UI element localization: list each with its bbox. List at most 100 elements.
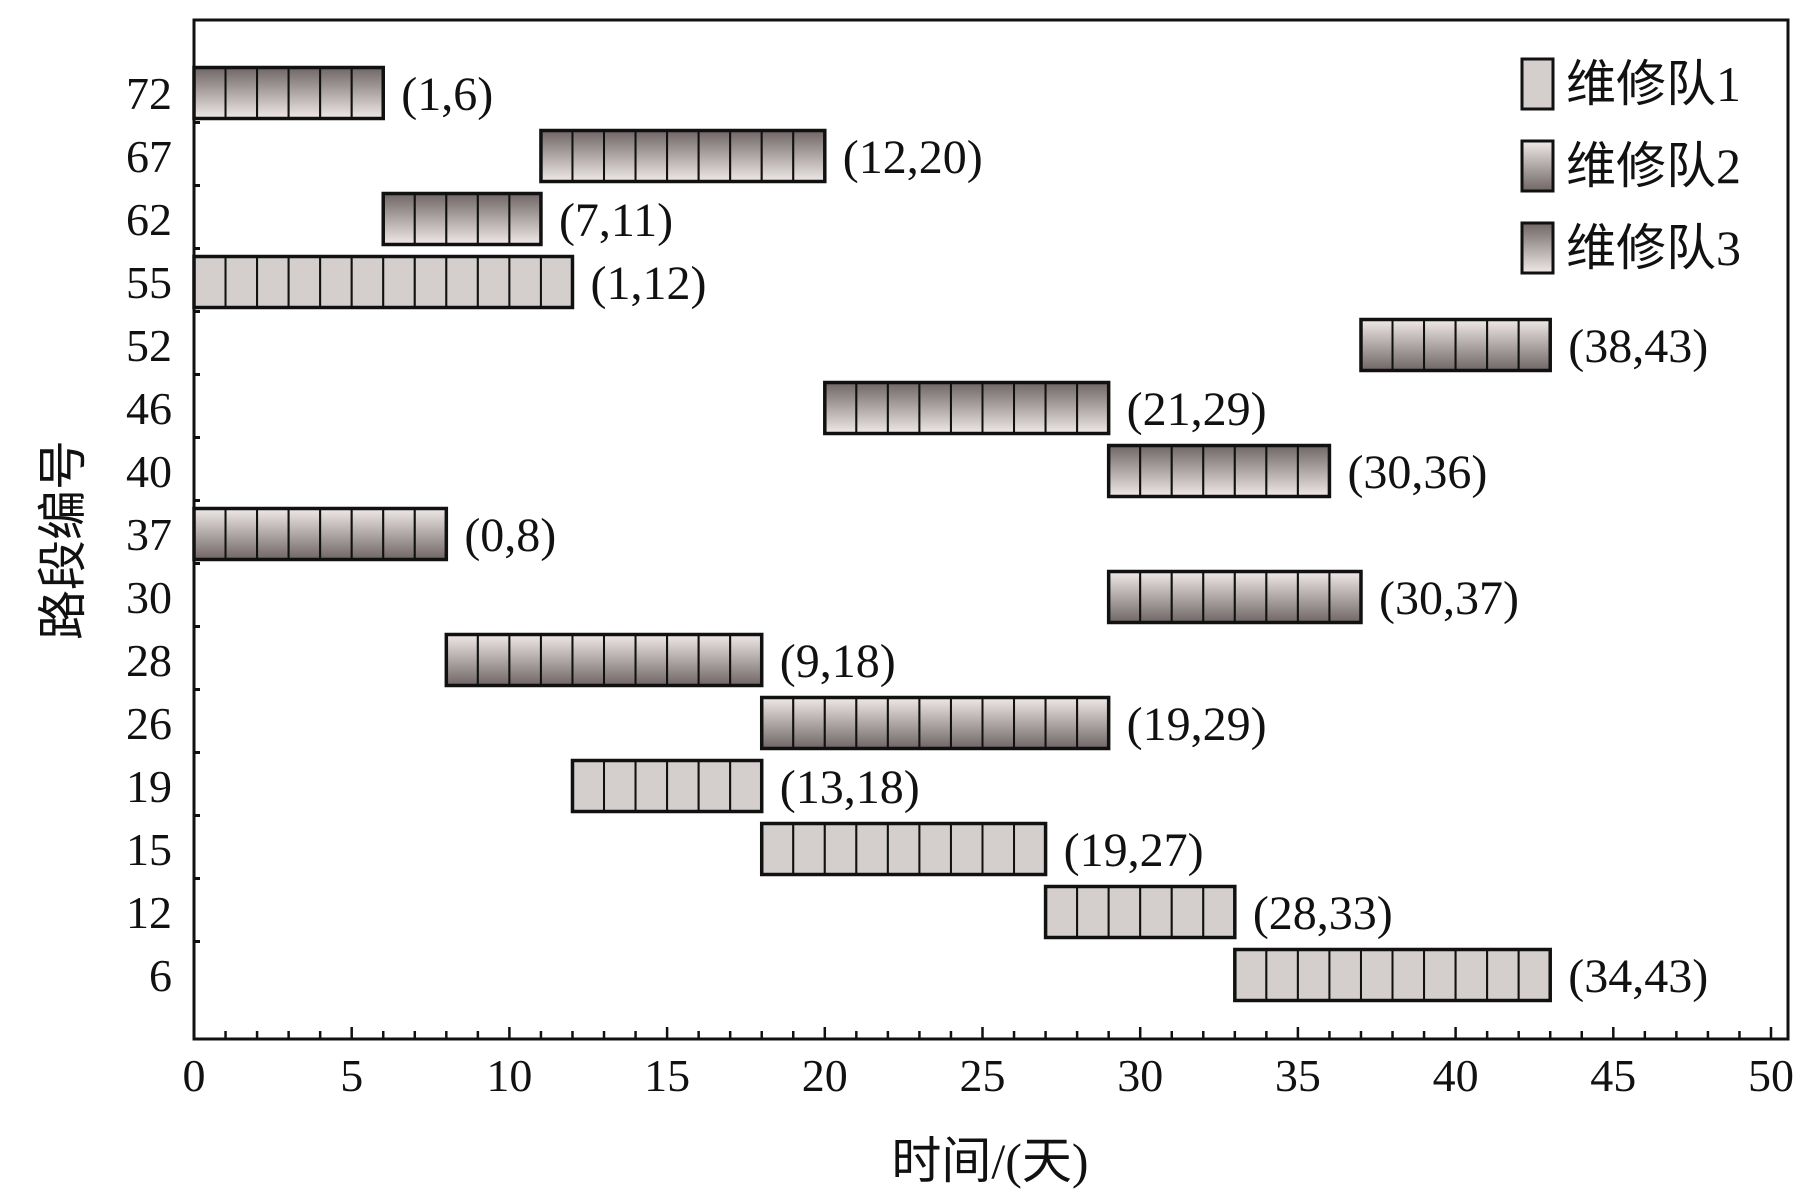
task-day-cell bbox=[1359, 318, 1394, 372]
task-day-cell bbox=[413, 192, 448, 246]
task-day-cell bbox=[949, 696, 984, 750]
task-day-cell bbox=[1296, 948, 1331, 1002]
task-day-cell bbox=[193, 255, 227, 309]
task-day-cell bbox=[1233, 444, 1268, 498]
task-day-cell bbox=[1359, 948, 1394, 1002]
task-label: (0,8) bbox=[464, 509, 556, 562]
task-label: (1,12) bbox=[590, 257, 706, 310]
task-bar-outline bbox=[444, 632, 764, 688]
task-day-cell bbox=[382, 507, 416, 561]
task-day-cell bbox=[1202, 570, 1236, 624]
task-bar-62: (7,11) bbox=[381, 191, 673, 247]
y-tick-label: 28 bbox=[126, 635, 172, 686]
y-tick-label: 12 bbox=[126, 887, 172, 938]
task-bar-12: (28,33) bbox=[1043, 884, 1393, 940]
task-day-cell bbox=[886, 822, 921, 876]
task-bar-outline bbox=[381, 191, 543, 247]
task-day-cell bbox=[823, 381, 858, 435]
x-tick-label: 0 bbox=[183, 1050, 206, 1101]
task-day-cell bbox=[1454, 948, 1489, 1002]
task-day-cell bbox=[1486, 948, 1520, 1002]
task-day-cell bbox=[382, 255, 416, 309]
legend-label: 维修队3 bbox=[1566, 220, 1741, 276]
task-label: (30,36) bbox=[1347, 446, 1487, 499]
x-tick-label: 35 bbox=[1275, 1050, 1321, 1101]
task-day-cell bbox=[508, 192, 542, 246]
task-label: (34,43) bbox=[1568, 950, 1708, 1003]
task-day-cell bbox=[571, 633, 606, 687]
task-label: (30,37) bbox=[1379, 572, 1519, 625]
task-day-cell bbox=[1233, 948, 1268, 1002]
y-tick-label: 19 bbox=[126, 761, 172, 812]
task-day-cell bbox=[287, 66, 322, 120]
task-day-cell bbox=[382, 192, 416, 246]
task-day-cell bbox=[918, 696, 952, 750]
task-bar-outline bbox=[823, 380, 1111, 436]
x-tick-label: 5 bbox=[340, 1050, 363, 1101]
y-tick-label: 30 bbox=[126, 572, 172, 623]
task-bar-outline bbox=[759, 821, 1048, 877]
task-day-cell bbox=[729, 129, 763, 183]
task-day-cell bbox=[918, 822, 952, 876]
task-day-cell bbox=[224, 507, 259, 561]
task-day-cell bbox=[949, 381, 984, 435]
task-day-cell bbox=[1265, 444, 1299, 498]
task-bar-46: (21,29) bbox=[823, 380, 1267, 436]
task-day-cell bbox=[287, 255, 322, 309]
task-day-cell bbox=[539, 255, 574, 309]
task-day-cell bbox=[256, 66, 290, 120]
task-day-cell bbox=[476, 192, 511, 246]
legend-item-team-1: 维修队1 bbox=[1520, 56, 1741, 112]
task-day-cell bbox=[413, 507, 448, 561]
task-day-cell bbox=[224, 255, 259, 309]
task-day-cell bbox=[350, 66, 385, 120]
task-day-cell bbox=[760, 822, 795, 876]
x-tick-label: 25 bbox=[960, 1050, 1006, 1101]
legend-item-team-2: 维修队2 bbox=[1520, 138, 1741, 194]
task-bar-outline bbox=[1233, 947, 1552, 1003]
task-day-cell bbox=[350, 255, 385, 309]
y-tick-label: 52 bbox=[126, 320, 172, 371]
task-day-cell bbox=[224, 66, 259, 120]
legend-item-team-3: 维修队3 bbox=[1520, 220, 1741, 276]
task-day-cell bbox=[1139, 570, 1173, 624]
task-bar-67: (12,20) bbox=[539, 128, 983, 184]
task-bar-26: (19,29) bbox=[759, 695, 1267, 751]
task-day-cell bbox=[792, 129, 826, 183]
task-bar-19: (13,18) bbox=[570, 758, 920, 814]
task-bar-outline bbox=[1359, 317, 1552, 373]
task-day-cell bbox=[729, 633, 763, 687]
y-axis-title: 路段编号 bbox=[35, 440, 91, 640]
task-day-cell bbox=[1202, 444, 1236, 498]
x-tick-label: 50 bbox=[1748, 1050, 1794, 1101]
task-day-cell bbox=[886, 696, 921, 750]
task-day-cell bbox=[1170, 885, 1205, 939]
task-day-cell bbox=[666, 633, 700, 687]
task-day-cell bbox=[666, 759, 700, 813]
task-label: (1,6) bbox=[401, 68, 493, 121]
x-tick-label: 30 bbox=[1117, 1050, 1163, 1101]
task-day-cell bbox=[981, 822, 1016, 876]
task-label: (19,27) bbox=[1064, 824, 1204, 877]
y-tick-label: 55 bbox=[126, 257, 172, 308]
task-day-cell bbox=[1076, 885, 1110, 939]
task-day-cell bbox=[571, 759, 606, 813]
task-day-cell bbox=[571, 129, 606, 183]
task-day-cell bbox=[1517, 318, 1552, 372]
task-day-cell bbox=[697, 633, 732, 687]
task-day-cell bbox=[981, 696, 1016, 750]
task-day-cell bbox=[1044, 696, 1079, 750]
task-bar-outline bbox=[192, 506, 449, 562]
y-tick-label: 62 bbox=[126, 194, 172, 245]
task-day-cell bbox=[1013, 381, 1047, 435]
task-day-cell bbox=[1486, 318, 1520, 372]
task-day-cell bbox=[1296, 444, 1331, 498]
task-day-cell bbox=[666, 129, 700, 183]
task-day-cell bbox=[1391, 948, 1426, 1002]
x-tick-label: 15 bbox=[644, 1050, 690, 1101]
task-day-cell bbox=[1391, 318, 1426, 372]
task-day-cell bbox=[1139, 885, 1173, 939]
task-day-cell bbox=[886, 381, 921, 435]
legend-label: 维修队1 bbox=[1566, 56, 1741, 112]
